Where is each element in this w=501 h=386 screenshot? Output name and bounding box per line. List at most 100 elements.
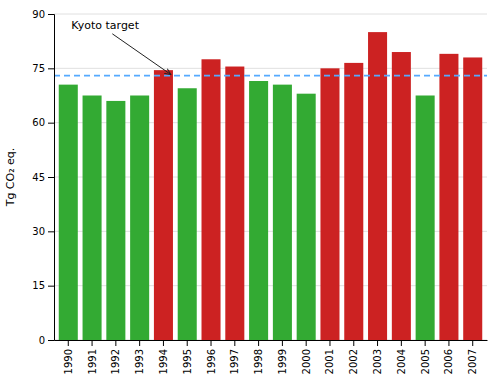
y-tick-label: 30: [32, 226, 45, 237]
x-tick-label: 1998: [253, 349, 264, 374]
bar: [439, 54, 458, 340]
x-tick-label: 2001: [324, 349, 335, 374]
y-tick-mark: [48, 340, 54, 341]
bar: [154, 70, 173, 340]
y-tick: 0: [39, 335, 54, 346]
y-tick: 90: [32, 9, 54, 20]
x-tick: 1990: [63, 340, 74, 374]
x-tick: 2007: [467, 340, 478, 374]
y-tick-mark: [48, 177, 54, 178]
x-tick-label: 1993: [134, 349, 145, 374]
y-tick-label: 15: [32, 280, 45, 291]
x-tick-mark: [329, 340, 330, 346]
x-tick-label: 1991: [87, 349, 98, 374]
bar: [59, 85, 78, 340]
x-tick: 1999: [277, 340, 288, 374]
x-tick-mark: [211, 340, 212, 346]
y-tick-mark: [48, 231, 54, 232]
x-tick-mark: [163, 340, 164, 346]
bar: [368, 32, 387, 340]
x-tick: 2000: [301, 340, 312, 374]
y-tick-label: 60: [32, 117, 45, 128]
x-tick: 2001: [324, 340, 335, 374]
y-tick-label: 75: [32, 63, 45, 74]
grid-line: [54, 14, 487, 15]
x-tick: 1995: [182, 340, 193, 374]
bar: [106, 101, 125, 340]
chart: 1990 1991 1992 1993 1994 1995 1996 1997 1998 1999…: [0, 0, 501, 386]
y-tick-label: 45: [32, 172, 45, 183]
x-tick: 2003: [372, 340, 383, 374]
x-tick: 1997: [229, 340, 240, 374]
bar: [320, 68, 339, 340]
x-tick-mark: [234, 340, 235, 346]
y-tick-label: 0: [39, 335, 45, 346]
x-tick-mark: [282, 340, 283, 346]
x-tick-label: 2006: [443, 349, 454, 374]
bar: [249, 81, 268, 340]
bar: [392, 52, 411, 340]
y-tick-mark: [48, 123, 54, 124]
x-tick-mark: [258, 340, 259, 346]
y-axis-title: Tg CO₂ eq.: [4, 148, 17, 208]
x-tick-label: 1994: [158, 349, 169, 374]
x-axis: 1990 1991 1992 1993 1994 1995 1996 1997 1998 1999…: [55, 340, 488, 374]
plot: 1990 1991 1992 1993 1994 1995 1996 1997 1998 1999…: [4, 9, 488, 375]
x-tick-label: 2003: [372, 349, 383, 374]
x-tick: 2002: [348, 340, 359, 374]
y-axis: 0 15 30 45 60 75 90: [32, 9, 54, 346]
x-tick: 1993: [134, 340, 145, 374]
x-tick-mark: [68, 340, 69, 346]
grid: [54, 14, 487, 340]
x-tick-label: 1996: [206, 349, 217, 374]
x-tick-mark: [401, 340, 402, 346]
x-tick-label: 2005: [420, 349, 431, 374]
x-tick: 2005: [420, 340, 431, 374]
bar: [273, 85, 292, 340]
bar: [202, 59, 221, 340]
x-tick-mark: [139, 340, 140, 346]
y-tick: 15: [32, 280, 54, 291]
x-tick-label: 2000: [301, 349, 312, 374]
annotation-arrow: [112, 34, 171, 75]
y-tick: 30: [32, 226, 54, 237]
x-tick-mark: [92, 340, 93, 346]
bar: [297, 94, 316, 340]
y-tick-mark: [48, 68, 54, 69]
bar: [130, 96, 149, 341]
bar: [225, 67, 244, 340]
x-tick-label: 2002: [348, 349, 359, 374]
x-tick: 2004: [396, 340, 407, 374]
x-tick-label: 2007: [467, 349, 478, 374]
bar: [178, 88, 197, 340]
x-tick-mark: [448, 340, 449, 346]
annotation: Kyoto target: [71, 19, 139, 32]
reference-line: [54, 75, 487, 77]
x-tick-label: 2004: [396, 349, 407, 374]
x-tick: 1996: [206, 340, 217, 374]
x-tick: 1998: [253, 340, 264, 374]
y-tick-label: 90: [32, 9, 45, 20]
marks: [54, 32, 487, 340]
x-tick-mark: [115, 340, 116, 346]
x-tick-label: 1995: [182, 349, 193, 374]
x-tick-mark: [306, 340, 307, 346]
y-tick: 75: [32, 63, 54, 74]
bar: [463, 57, 482, 340]
bar: [83, 96, 102, 341]
y-tick-mark: [48, 286, 54, 287]
x-tick: 1992: [110, 340, 121, 374]
x-tick-label: 1997: [229, 349, 240, 374]
x-tick-label: 1990: [63, 349, 74, 374]
bar: [344, 63, 363, 340]
y-tick-mark: [48, 14, 54, 15]
x-tick-mark: [472, 340, 473, 346]
x-tick-mark: [187, 340, 188, 346]
x-tick: 1991: [87, 340, 98, 374]
x-tick-label: 1999: [277, 349, 288, 374]
y-tick: 60: [32, 117, 54, 128]
x-axis-line: [55, 340, 488, 341]
x-tick: 1994: [158, 340, 169, 374]
x-tick-mark: [377, 340, 378, 346]
y-tick: 45: [32, 172, 54, 183]
